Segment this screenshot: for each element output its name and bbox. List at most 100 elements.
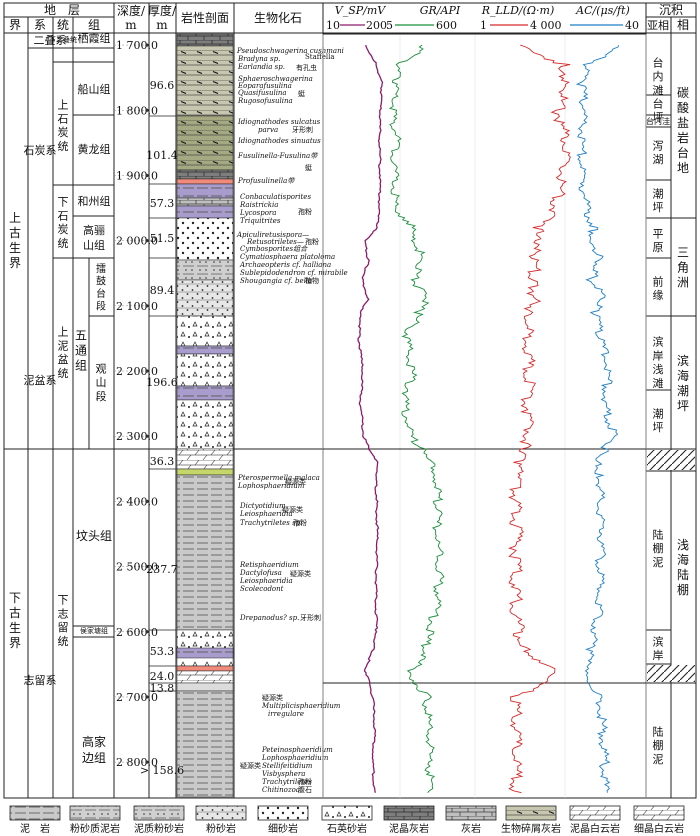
legend-label: 粉砂岩 [206, 822, 236, 835]
legend-swatch [9, 805, 61, 821]
depth-tick-dot [145, 43, 149, 47]
log-curve-rlld [507, 44, 571, 794]
log-header: V_SP/mV GR/API R_LLD/(Ω·m) AC/(μs/ft) 10… [326, 4, 639, 32]
log-gr-min: 5 [386, 19, 393, 32]
depth-tick-label: 1 700.0 [116, 39, 158, 52]
thickness-value: 196.6 [146, 376, 178, 389]
tong-lower-carboniferous-char: 石 [58, 209, 69, 222]
fossil-name: Triquitrites [240, 217, 281, 225]
tong-lower-permian: 下二叠统 [49, 35, 77, 44]
tong-lower-silurian-char: 留 [58, 621, 69, 634]
zu-gaojiabian-2: 边组 [82, 751, 106, 765]
tong-lower-silurian-char: 志 [58, 607, 69, 620]
depth-tick-dot [145, 499, 149, 503]
fossil-name: Lophosphaeridium [237, 482, 305, 490]
lith-gaojiabian [176, 690, 234, 798]
lith-guanshan-5 [176, 399, 234, 450]
fossil-name: Cymbosporites组合 [240, 245, 308, 253]
fossil-name: 孢粉 [298, 777, 312, 786]
duan-leigutai-char: 台 [96, 287, 106, 300]
header-tong: 统 [57, 18, 69, 32]
facies-label-char: 坪 [677, 399, 689, 413]
facies-label-char: 浅 [677, 538, 689, 552]
depth-tick-label: 1 900.0 [116, 169, 158, 182]
log-rlld-min: 1 [480, 19, 487, 32]
header: 地 层 界 系 统 组 深度/ m 厚度/ m 岩性剖面 生物化石 沉积 亚相 … [9, 3, 689, 32]
zu-gaolishan-2: 山组 [83, 238, 105, 252]
subfacies-label: 潮坪 [653, 186, 664, 214]
facies-label: 三角洲 [677, 246, 689, 290]
subfacies-label-char: 潮 [653, 186, 664, 200]
lith-guanshan-4 [176, 385, 234, 401]
tong-lower-silurian-char: 下 [58, 594, 69, 607]
subfacies-label-char: 平 [653, 227, 664, 240]
duan-guanshan-char: 段 [96, 389, 107, 403]
jie-upper-paleozoic-char: 界 [9, 256, 21, 270]
tong-upper-carboniferous-char: 炭 [58, 126, 69, 139]
duan-leigutai-char: 段 [96, 300, 106, 313]
header-stratum: 地 层 [44, 3, 80, 17]
depth-tick-dot [145, 108, 149, 112]
fossil-name: 牙形刺 [300, 613, 321, 622]
lith-fentou-purple [176, 647, 234, 659]
header-sed-sub: 亚相 [647, 19, 669, 32]
fossil-name: Pterospermella malaca [237, 474, 320, 482]
facies-label-char: 角 [677, 261, 689, 275]
thickness-value: 96.6 [150, 79, 175, 92]
fossil-name: Conbaculatisporites [240, 193, 311, 201]
fossil-name: 疑源类 [262, 693, 283, 702]
subfacies-label-char: 内 [653, 69, 664, 83]
thickness-value: 36.3 [150, 455, 175, 468]
fossil-name: Earlandia sp. [237, 63, 285, 71]
fossil-name: 孢粉 [298, 207, 312, 216]
facies-label-char: 海 [677, 368, 689, 383]
facies-label-char: 滨 [677, 353, 689, 368]
xi-permian: 二叠系 [34, 34, 67, 47]
duan-leigutai-char: 擂 [96, 262, 106, 275]
header-thick1: 厚度/ [148, 3, 177, 18]
subfacies-label: 台内洼 [646, 116, 670, 126]
thickness-value: 57.3 [150, 197, 175, 210]
fossil-name: Idiognathodes sulcatus [237, 118, 321, 126]
tong-lower-carboniferous-char: 统 [58, 237, 69, 250]
legend-swatch [505, 805, 557, 821]
depth-tick-dot [145, 304, 149, 308]
fossil-name: Pseudoschwagerina cushmani [236, 47, 344, 55]
lith-red-band [176, 665, 234, 672]
fossil-name: Scolecodont [240, 585, 284, 593]
log-rlld-label: R_LLD/(Ω·m) [481, 4, 555, 17]
subfacies-label-char: 棚 [653, 541, 664, 555]
jie-upper-paleozoic-char: 生 [9, 241, 21, 255]
depth-tick-label: 2 200.0 [116, 365, 158, 378]
subfacies-label: 泻湖 [653, 139, 664, 166]
duan-guanshan-char: 山 [96, 376, 107, 389]
depth-tick-label: 2 100.0 [116, 300, 158, 313]
log-vsp-label: V_SP/mV [335, 4, 387, 17]
tong-lower-silurian-char: 统 [58, 635, 69, 648]
fossil-name: Profusulinella带 [237, 177, 295, 185]
facies-label-char: 三 [677, 246, 689, 260]
lith-leigutai-1 [176, 259, 234, 281]
zu-chuanshan: 船山组 [78, 82, 111, 96]
fossil-name: irregulare [268, 710, 304, 718]
subfacies-label-char: 缘 [653, 289, 664, 302]
depth-tick-dot [145, 239, 149, 243]
jie-lower-paleozoic-char: 下 [9, 591, 21, 605]
header-sed-xiang: 相 [677, 18, 689, 32]
jie-lower-paleozoic-char: 生 [9, 621, 21, 635]
legend-label: 灰岩 [461, 822, 481, 835]
zu-fentou: 坟头组 [76, 529, 112, 543]
subfacies-label: 平原 [653, 227, 664, 254]
legend-swatch [445, 805, 497, 821]
fossil-name: Visbysphera [262, 770, 305, 778]
fossil-name: Retusotriletes— [246, 238, 304, 246]
lith-chuanshan [176, 45, 234, 117]
facies-label-char: 盐 [677, 116, 689, 130]
lith-guanshan-3 [176, 353, 234, 387]
